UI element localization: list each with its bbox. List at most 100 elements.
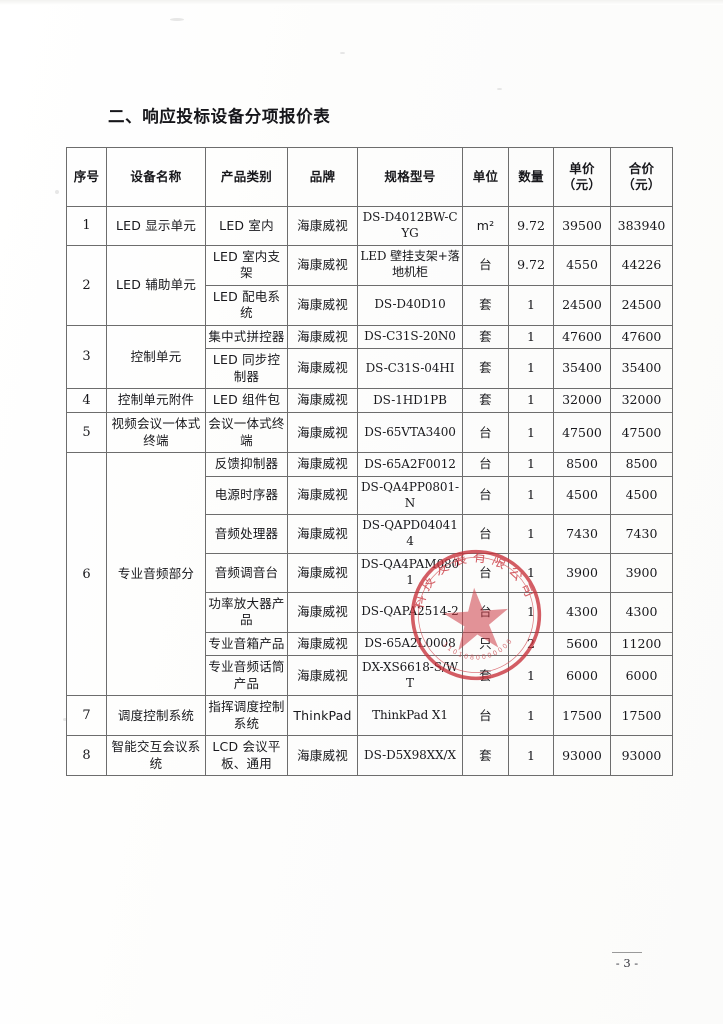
cell-unit: m² [462, 206, 509, 246]
cell-model: DS-C31S-04HI [357, 348, 463, 390]
table-body: 1 LED 显示单元 LED 室内 海康威视 DS-D4012BW-CYG m² 9.72 3… [66, 206, 673, 777]
cell-unit-price: 93000 [553, 735, 611, 777]
cell-brand: 海康威视 [287, 452, 358, 477]
scan-speck [55, 190, 59, 194]
header-label: 品牌 [309, 168, 336, 184]
table-row: 7 调度控制系统 指挥调度控制系统 ThinkPad ThinkPad X1 台 1 1750… [66, 695, 673, 737]
cell-total-price: 4300 [610, 591, 673, 633]
cell-product-category: 会议一体式终端 [205, 412, 288, 454]
header-label: 合价 [628, 160, 655, 176]
cell-total-price: 93000 [610, 735, 673, 777]
cell-unit-price: 32000 [553, 388, 611, 414]
cell-model: ThinkPad X1 [357, 695, 463, 737]
cell-product-category: 电源时序器 [205, 475, 288, 516]
cell-model: DS-65VTA3400 [357, 412, 463, 454]
cell-total-price: 6000 [610, 655, 673, 697]
cell-product-category: 专业音箱产品 [205, 631, 288, 657]
cell-brand: 海康威视 [287, 475, 358, 516]
cell-unit: 台 [462, 695, 509, 737]
cell-unit: 台 [462, 553, 509, 593]
cell-total-price: 7430 [610, 514, 673, 555]
cell-total-price: 24500 [610, 284, 673, 326]
cell-product-category: 功率放大器产品 [205, 591, 288, 633]
cell-brand: ThinkPad [287, 695, 358, 737]
cell-unit-price: 47500 [553, 412, 611, 454]
header-label: 产品类别 [220, 168, 273, 184]
cell-quantity: 1 [508, 452, 554, 477]
cell-unit-price: 4300 [553, 591, 611, 633]
footer-rule [612, 952, 642, 953]
table-row: 1 LED 显示单元 LED 室内 海康威视 DS-D4012BW-CYG m² 9.72 3… [66, 206, 673, 246]
cell-index: 5 [66, 412, 107, 454]
cell-brand: 海康威视 [287, 412, 358, 454]
header-label: 设备名称 [130, 168, 182, 184]
cell-unit-price: 6000 [553, 655, 611, 697]
column-header-brand: 品牌 [287, 147, 358, 207]
cell-total-price: 4500 [610, 475, 673, 516]
cell-brand: 海康威视 [287, 735, 358, 777]
cell-equipment-name: 视频会议一体式终端 [106, 412, 206, 454]
cell-equipment-name: 控制单元 [106, 324, 206, 390]
cell-unit: 套 [462, 324, 509, 350]
cell-quantity: 9.72 [508, 206, 554, 246]
table-row: 4 控制单元附件 LED 组件包 海康威视 DS-1HD1PB 套 1 32000 32000 [66, 388, 673, 414]
cell-brand: 海康威视 [287, 591, 358, 633]
cell-unit: 台 [462, 412, 509, 454]
page-number: - 3 - [615, 956, 639, 970]
table-row: 5 视频会议一体式终端 会议一体式终端 海康威视 DS-65VTA3400 台 1 47500… [66, 412, 673, 454]
column-header-model: 规格型号 [357, 147, 463, 207]
cell-quantity: 1 [508, 735, 554, 777]
column-header-unit-price: 单价 （元） [553, 147, 611, 207]
cell-unit: 台 [462, 244, 509, 286]
scan-speck [63, 718, 67, 721]
cell-index: 7 [66, 695, 107, 737]
cell-quantity: 1 [508, 412, 554, 454]
cell-brand: 海康威视 [287, 655, 358, 697]
cell-brand: 海康威视 [287, 206, 358, 246]
cell-model: DS-D5X98XX/X [357, 735, 463, 777]
cell-quantity: 2 [508, 631, 554, 657]
cell-unit-price: 7430 [553, 514, 611, 555]
cell-quantity: 1 [508, 475, 554, 516]
cell-model: DS-QA4PP0801-N [357, 475, 463, 516]
cell-product-category: LED 配电系统 [205, 284, 288, 326]
cell-product-category: LED 室内 [205, 206, 288, 246]
table-row: 2 LED 辅助单元 LED 室内支架 海康威视 LED 壁挂支架+落地机柜台 9.72 4… [66, 244, 673, 326]
cell-total-price: 8500 [610, 452, 673, 477]
cell-equipment-name: LED 显示单元 [106, 206, 206, 246]
cell-model: DS-QA4PAM0801 [357, 553, 463, 593]
cell-unit: 套 [462, 348, 509, 390]
cell-unit-price: 35400 [553, 348, 611, 390]
cell-unit: 台 [462, 514, 509, 555]
cell-model: DS-1HD1PB [357, 388, 463, 414]
cell-equipment-name: LED 辅助单元 [106, 244, 206, 326]
cell-model: DS-65A2F0012 [357, 452, 463, 477]
header-label: 序号 [73, 168, 100, 184]
cell-unit-price: 8500 [553, 452, 611, 477]
header-sublabel: （元） [622, 177, 661, 192]
cell-product-category: 反馈抑制器 [205, 452, 288, 477]
cell-total-price: 383940 [610, 206, 673, 246]
cell-unit-price: 5600 [553, 631, 611, 657]
cell-unit-price: 4500 [553, 475, 611, 516]
cell-product-category: 音频调音台 [205, 553, 288, 593]
cell-total-price: 44226 [610, 244, 673, 286]
cell-unit-price: 4550 [553, 244, 611, 286]
cell-model: DS-D4012BW-CYG [357, 206, 463, 246]
cell-unit: 台 [462, 475, 509, 516]
cell-unit: 套 [462, 735, 509, 777]
cell-equipment-name: 调度控制系统 [106, 695, 206, 737]
section-heading: 二、响应投标设备分项报价表 [108, 107, 331, 126]
cell-product-category: LED 组件包 [205, 388, 288, 414]
cell-model: DS-D40D10 [357, 284, 463, 326]
cell-model: DS-QAPD040414 [357, 514, 463, 555]
table-header-row: 序号 设备名称 产品类别 品牌 规格型号 单位 [66, 147, 673, 207]
scan-edge [0, 0, 723, 5]
cell-quantity: 1 [508, 695, 554, 737]
cell-unit: 只 [462, 631, 509, 657]
cell-index: 2 [66, 244, 107, 326]
cell-quantity: 1 [508, 591, 554, 633]
cell-quantity: 1 [508, 553, 554, 593]
cell-product-category: 指挥调度控制系统 [205, 695, 288, 737]
cell-unit: 套 [462, 655, 509, 697]
